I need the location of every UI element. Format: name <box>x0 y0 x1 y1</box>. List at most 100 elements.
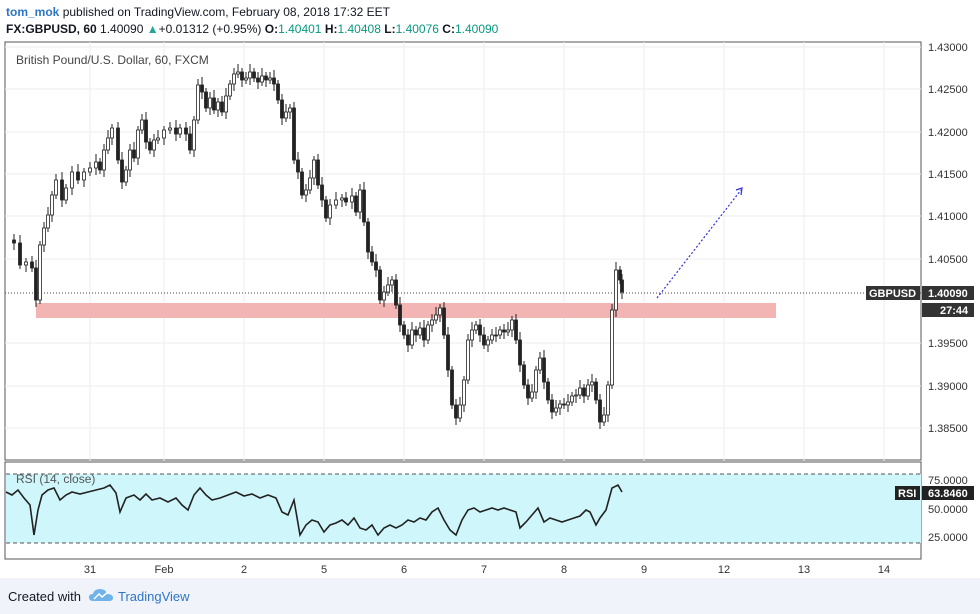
candle-body[interactable] <box>192 119 196 151</box>
candle-body[interactable] <box>506 329 510 333</box>
candle-body[interactable] <box>362 189 366 223</box>
candle-body[interactable] <box>370 251 374 263</box>
candle-body[interactable] <box>98 161 102 171</box>
candle-body[interactable] <box>518 339 522 366</box>
candle-body[interactable] <box>288 107 292 113</box>
candle-body[interactable] <box>502 329 506 333</box>
chart-area[interactable]: 1.43000 1.42500 1.42000 1.41500 1.41000 … <box>0 40 980 578</box>
candle-body[interactable] <box>46 214 50 229</box>
candle-body[interactable] <box>178 127 182 135</box>
candle-body[interactable] <box>82 171 86 181</box>
candle-body[interactable] <box>240 71 244 81</box>
candle-body[interactable] <box>224 95 228 113</box>
candle-body[interactable] <box>610 309 614 386</box>
price-axis[interactable]: 1.43000 1.42500 1.42000 1.41500 1.41000 … <box>928 42 968 435</box>
candle-body[interactable] <box>148 141 152 151</box>
candle-body[interactable] <box>236 71 240 75</box>
candle-body[interactable] <box>252 71 256 79</box>
candle-body[interactable] <box>498 329 502 336</box>
candle-body[interactable] <box>442 307 446 336</box>
candle-body[interactable] <box>414 329 418 336</box>
candle-body[interactable] <box>546 381 550 401</box>
candle-body[interactable] <box>106 137 110 151</box>
candle-body[interactable] <box>212 97 216 111</box>
candle-body[interactable] <box>590 381 594 386</box>
candle-body[interactable] <box>328 204 332 219</box>
candle-body[interactable] <box>64 187 68 201</box>
candle-body[interactable] <box>390 279 394 286</box>
candle-body[interactable] <box>168 127 172 131</box>
candle-body[interactable] <box>478 324 482 336</box>
candle-body[interactable] <box>466 339 470 381</box>
candle-body[interactable] <box>292 107 296 161</box>
candle-body[interactable] <box>570 395 574 403</box>
candle-body[interactable] <box>110 127 114 139</box>
candle-body[interactable] <box>438 307 442 316</box>
candle-body[interactable] <box>510 319 514 331</box>
candle-body[interactable] <box>602 414 606 423</box>
candle-body[interactable] <box>42 227 46 246</box>
candle-body[interactable] <box>76 171 80 181</box>
candle-body[interactable] <box>304 189 308 196</box>
candle-body[interactable] <box>144 119 148 143</box>
candle-body[interactable] <box>358 189 362 213</box>
candle-body[interactable] <box>216 101 220 111</box>
candle-body[interactable] <box>162 129 166 139</box>
candle-body[interactable] <box>340 197 344 201</box>
candle-body[interactable] <box>620 279 624 293</box>
candle-body[interactable] <box>394 279 398 306</box>
candle-body[interactable] <box>450 369 454 406</box>
candle-body[interactable] <box>300 171 304 196</box>
candle-body[interactable] <box>24 261 28 266</box>
candle-body[interactable] <box>324 199 328 219</box>
candle-body[interactable] <box>244 77 248 81</box>
candle-body[interactable] <box>554 407 558 413</box>
candle-body[interactable] <box>12 239 16 244</box>
candle-body[interactable] <box>614 269 618 311</box>
candle-body[interactable] <box>522 364 526 386</box>
candle-body[interactable] <box>54 179 58 196</box>
candle-body[interactable] <box>140 119 144 131</box>
candle-body[interactable] <box>354 195 358 213</box>
candle-body[interactable] <box>312 159 316 179</box>
candle-body[interactable] <box>382 291 386 301</box>
candle-body[interactable] <box>418 327 422 336</box>
candle-body[interactable] <box>526 384 530 399</box>
candle-body[interactable] <box>538 357 542 371</box>
candle-body[interactable] <box>534 369 538 393</box>
candle-body[interactable] <box>116 127 120 161</box>
candle-body[interactable] <box>530 391 534 399</box>
candle-body[interactable] <box>406 334 410 346</box>
candle-body[interactable] <box>268 77 272 81</box>
tradingview-brand-link[interactable]: TradingView <box>118 589 190 604</box>
candle-body[interactable] <box>586 384 590 397</box>
candle-body[interactable] <box>514 319 518 341</box>
candle-body[interactable] <box>296 159 300 173</box>
candle-body[interactable] <box>220 101 224 113</box>
candle-body[interactable] <box>374 261 378 271</box>
candle-body[interactable] <box>350 195 354 203</box>
candle-body[interactable] <box>558 403 562 409</box>
candle-body[interactable] <box>470 329 474 341</box>
candle-body[interactable] <box>594 381 598 401</box>
author-link[interactable]: tom_mok <box>6 5 60 19</box>
candle-body[interactable] <box>260 75 264 83</box>
candle-body[interactable] <box>566 401 570 406</box>
candle-body[interactable] <box>30 261 34 269</box>
candle-body[interactable] <box>208 97 212 109</box>
candle-body[interactable] <box>248 71 252 79</box>
chart-svg[interactable]: 1.43000 1.42500 1.42000 1.41500 1.41000 … <box>0 40 980 578</box>
candle-body[interactable] <box>316 159 320 186</box>
candle-body[interactable] <box>462 379 466 406</box>
support-zone[interactable] <box>36 303 776 318</box>
candle-body[interactable] <box>398 304 402 326</box>
projection-arrow[interactable] <box>656 187 743 299</box>
candle-body[interactable] <box>426 324 430 341</box>
candle-body[interactable] <box>618 269 622 281</box>
candle-body[interactable] <box>256 77 260 83</box>
candle-body[interactable] <box>482 334 486 346</box>
candle-body[interactable] <box>124 169 128 183</box>
candle-body[interactable] <box>606 384 610 416</box>
candle-body[interactable] <box>102 149 106 171</box>
candle-body[interactable] <box>334 199 338 206</box>
